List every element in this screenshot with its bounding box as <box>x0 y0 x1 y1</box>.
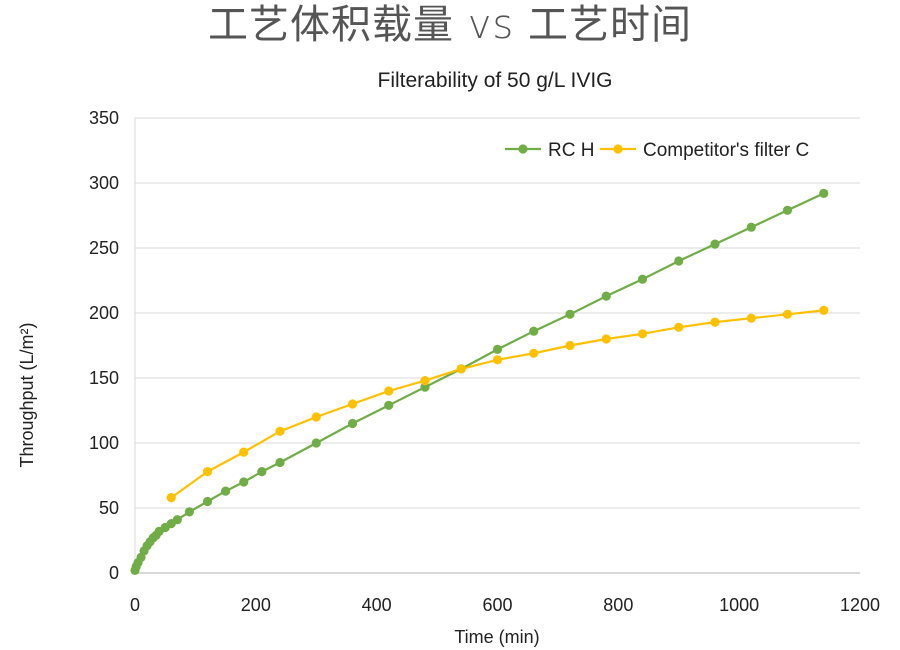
x-axis-label: Time (min) <box>454 627 539 647</box>
y-tick-labels: 0 50 100 150 200 250 300 350 <box>89 108 119 583</box>
data-point-rc-h <box>565 309 575 319</box>
data-point-rc-h <box>184 507 194 517</box>
x-tick-labels: 0 200 400 600 800 1000 1200 <box>130 595 880 615</box>
legend-item-rc-h: RC H <box>505 140 594 161</box>
data-point-competitor-s-filter-c <box>239 447 249 457</box>
data-point-rc-h <box>819 188 829 198</box>
legend-label: RC H <box>548 140 594 161</box>
data-point-rc-h <box>384 400 394 410</box>
series-group <box>130 188 829 576</box>
y-tick-label: 100 <box>89 433 119 453</box>
data-point-competitor-s-filter-c <box>710 317 720 327</box>
data-point-competitor-s-filter-c <box>166 493 176 503</box>
data-point-rc-h <box>311 438 321 448</box>
data-point-competitor-s-filter-c <box>456 364 466 374</box>
data-point-rc-h <box>172 515 182 525</box>
data-point-competitor-s-filter-c <box>746 313 756 323</box>
data-point-competitor-s-filter-c <box>492 355 503 365</box>
data-point-rc-h <box>202 496 213 507</box>
data-point-rc-h <box>637 274 648 284</box>
series-rc-h <box>130 188 829 576</box>
legend-swatch-marker <box>518 144 528 154</box>
series-competitor-s-filter-c <box>166 305 829 503</box>
chart-title: Filterability of 50 g/L IVIG <box>378 69 613 92</box>
x-tick-label: 1000 <box>719 595 759 615</box>
legend: RC H Competitor's filter C <box>505 140 809 161</box>
data-point-competitor-s-filter-c <box>529 348 539 358</box>
x-tick-label: 600 <box>482 595 512 615</box>
y-tick-label: 150 <box>89 368 119 388</box>
data-point-competitor-s-filter-c <box>384 386 394 396</box>
data-point-competitor-s-filter-c <box>275 426 285 436</box>
data-point-rc-h <box>782 205 793 215</box>
data-point-competitor-s-filter-c <box>674 322 684 332</box>
data-point-rc-h <box>674 256 684 266</box>
axes <box>134 118 860 574</box>
x-tick-label: 1200 <box>840 595 880 615</box>
x-tick-label: 400 <box>362 595 392 615</box>
data-point-rc-h <box>420 382 430 392</box>
series-line-rc-h <box>133 192 825 571</box>
legend-item-competitor-s-filter-c: Competitor's filter C <box>600 140 809 161</box>
data-point-rc-h <box>221 486 231 496</box>
x-tick-label: 200 <box>241 595 271 615</box>
legend-label: Competitor's filter C <box>643 140 809 161</box>
data-point-rc-h <box>529 326 539 336</box>
data-point-competitor-s-filter-c <box>311 412 321 422</box>
data-point-competitor-s-filter-c <box>601 334 611 344</box>
data-point-competitor-s-filter-c <box>565 340 575 351</box>
data-point-competitor-s-filter-c <box>819 305 829 315</box>
x-tick-label: 800 <box>603 595 633 615</box>
legend-swatch-marker <box>613 144 623 154</box>
y-tick-label: 200 <box>89 303 119 323</box>
data-point-rc-h <box>239 477 249 487</box>
data-point-rc-h <box>492 344 503 354</box>
data-point-competitor-s-filter-c <box>637 329 648 339</box>
data-point-rc-h <box>710 239 720 249</box>
y-axis-label: Throughput (L/m²) <box>17 322 37 467</box>
series-line-competitor-s-filter-c <box>170 309 824 499</box>
data-point-rc-h <box>347 418 358 429</box>
data-point-competitor-s-filter-c <box>782 309 793 319</box>
y-tick-label: 350 <box>89 108 119 128</box>
data-point-competitor-s-filter-c <box>202 467 213 477</box>
data-point-rc-h <box>275 457 285 468</box>
gridlines <box>135 117 860 509</box>
y-tick-label: 0 <box>109 563 119 583</box>
data-point-competitor-s-filter-c <box>347 399 358 409</box>
data-point-rc-h <box>257 467 267 477</box>
slide-title: 工艺体积载量 vs 工艺时间 <box>208 2 692 48</box>
y-tick-label: 250 <box>89 238 119 258</box>
data-point-rc-h <box>746 222 756 232</box>
y-tick-label: 300 <box>89 173 119 193</box>
data-point-competitor-s-filter-c <box>420 376 430 386</box>
x-tick-label: 0 <box>130 595 140 615</box>
data-point-rc-h <box>601 291 611 301</box>
y-tick-label: 50 <box>99 498 119 518</box>
